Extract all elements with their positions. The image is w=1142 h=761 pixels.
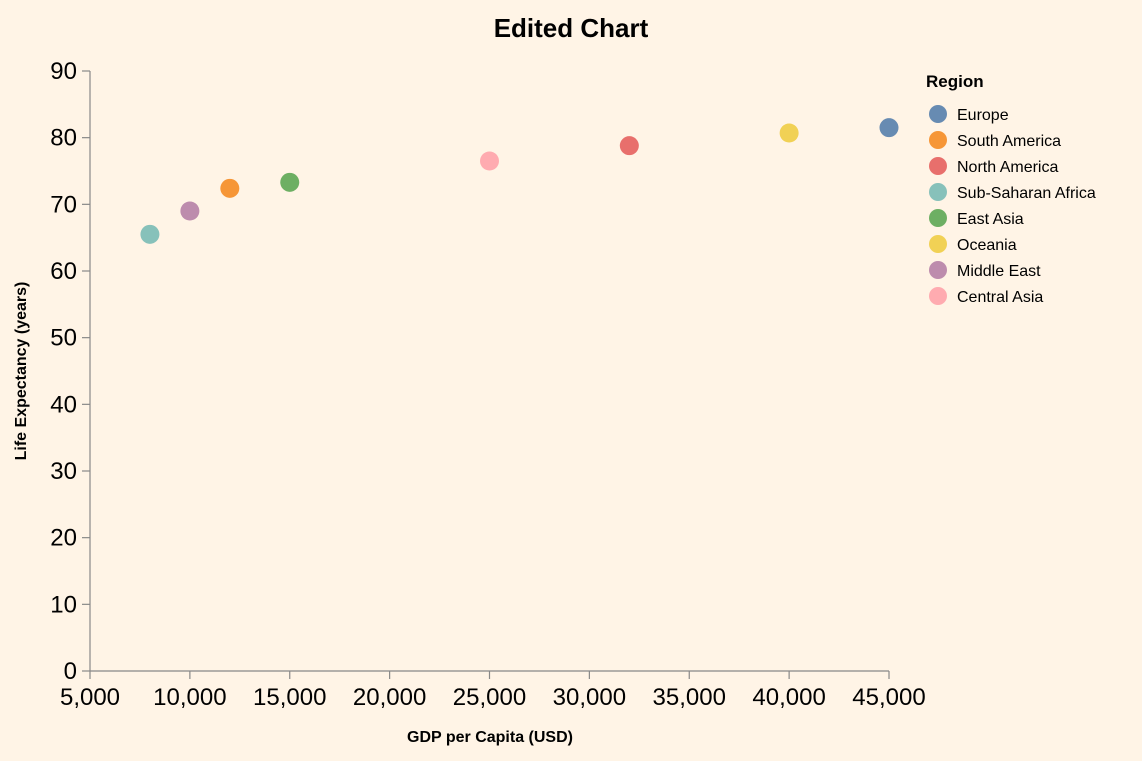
legend-symbol — [929, 261, 947, 279]
legend-symbol — [929, 157, 947, 175]
y-tick-label: 30 — [50, 458, 77, 485]
legend-label: Sub-Saharan Africa — [957, 185, 1096, 202]
legend-title: Region — [926, 72, 984, 91]
legend-label: East Asia — [957, 211, 1024, 228]
chart-title: Edited Chart — [494, 13, 649, 43]
y-tick-label: 80 — [50, 125, 77, 152]
y-tick-label: 10 — [50, 591, 77, 618]
legend-label: Central Asia — [957, 289, 1043, 306]
y-tick-label: 70 — [50, 191, 77, 218]
legend-symbol — [929, 183, 947, 201]
y-axis-title: Life Expectancy (years) — [13, 282, 30, 461]
legend-label: Europe — [957, 107, 1009, 124]
x-tick-label: 40,000 — [752, 684, 825, 711]
data-point[interactable] — [879, 118, 899, 138]
data-point[interactable] — [619, 136, 639, 156]
legend-label: South America — [957, 133, 1061, 150]
data-point[interactable] — [480, 151, 499, 171]
data-point[interactable] — [180, 201, 200, 221]
data-point[interactable] — [220, 178, 240, 198]
y-tick-label: 50 — [50, 325, 77, 352]
x-tick-label: 45,000 — [852, 684, 925, 711]
y-tick-label: 20 — [50, 525, 77, 552]
legend-label: North America — [957, 159, 1058, 176]
y-tick-label: 40 — [50, 391, 77, 418]
y-axis: 0 10 20 30 40 50 60 70 80 90 — [50, 58, 91, 685]
y-tick-label: 90 — [50, 58, 77, 85]
legend-symbol — [929, 209, 947, 227]
legend: Region Europe South America North America S… — [926, 72, 1096, 306]
x-tick-label: 30,000 — [553, 684, 626, 711]
legend-label: Middle East — [957, 263, 1041, 280]
y-tick-label: 60 — [50, 258, 77, 285]
x-tick-label: 35,000 — [653, 684, 726, 711]
data-point[interactable] — [779, 123, 799, 143]
legend-symbol — [929, 105, 947, 123]
data-point[interactable] — [280, 172, 300, 192]
x-axis-title: GDP per Capita (USD) — [407, 729, 573, 746]
legend-symbol — [929, 131, 947, 149]
x-tick-label: 15,000 — [253, 684, 326, 711]
legend-symbol — [929, 287, 947, 305]
x-tick-label: 20,000 — [353, 684, 426, 711]
data-point[interactable] — [140, 224, 160, 244]
x-tick-label: 10,000 — [153, 684, 226, 711]
x-tick-label: 5,000 — [60, 684, 120, 711]
x-axis: 5,000 10,000 15,000 20,000 25,000 30,000 35,00… — [60, 670, 926, 711]
legend-label: Oceania — [957, 237, 1017, 254]
y-tick-label: 0 — [64, 658, 77, 685]
data-points — [140, 118, 899, 244]
legend-symbol — [929, 235, 947, 253]
x-tick-label: 25,000 — [453, 684, 526, 711]
